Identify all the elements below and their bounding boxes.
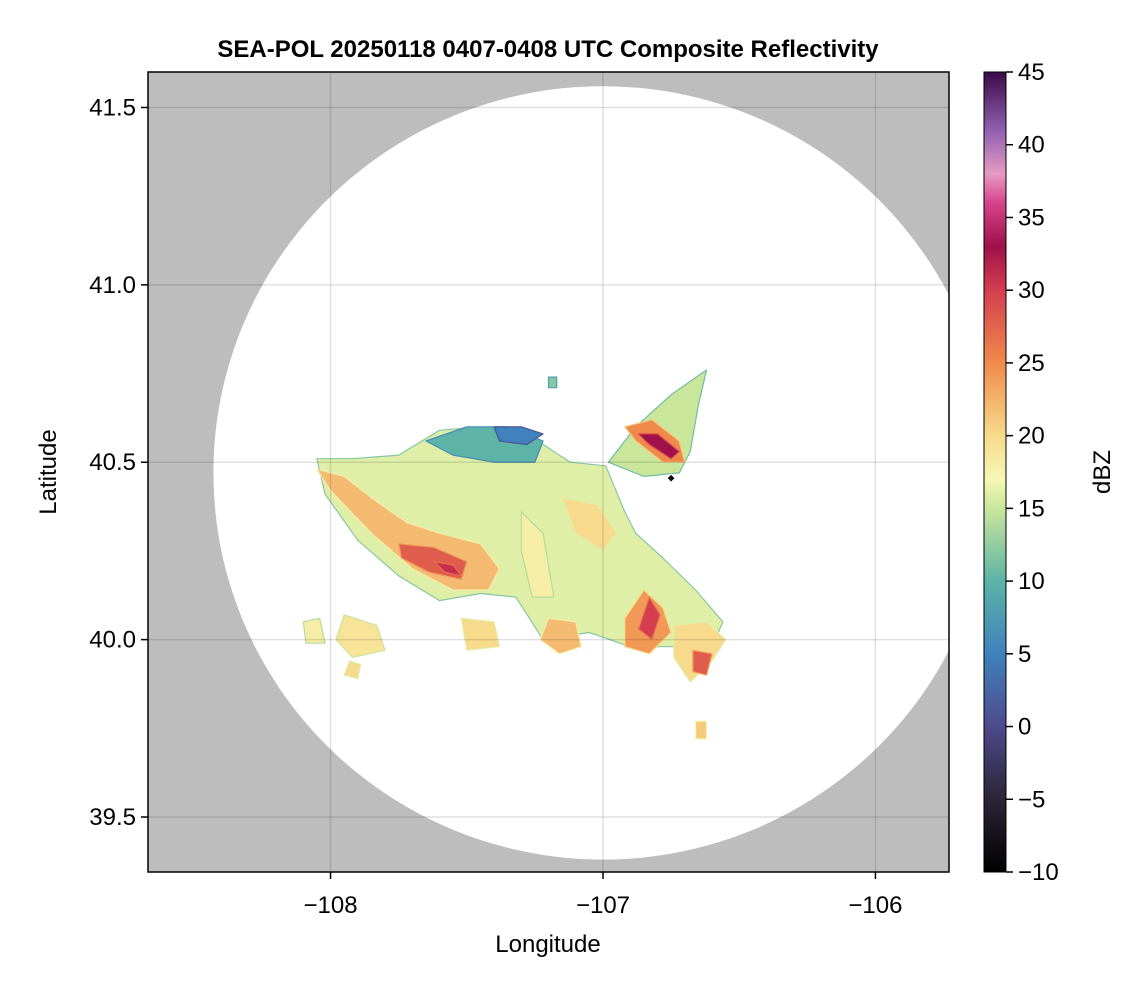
y-tick-label: 40.5 [89, 449, 136, 476]
colorbar-tick-label: 45 [1018, 59, 1045, 86]
colorbar-tick-label: 20 [1018, 423, 1045, 450]
echo-region-north-speck [547, 376, 558, 389]
echo-region-central-ray-streak [520, 511, 555, 598]
colorbar-tick-label: 40 [1018, 132, 1045, 159]
chart-title: SEA-POL 20250118 0407-0408 UTC Composite… [217, 36, 879, 63]
x-axis-label: Longitude [495, 931, 600, 958]
x-tick-label: −108 [304, 892, 358, 919]
echo-region-south-cell-1 [539, 617, 582, 655]
x-axis: −108 −107 −106 [304, 872, 902, 919]
y-axis-label: Latitude [35, 429, 62, 514]
echo-region-south-cell-2 [460, 617, 501, 651]
echo-region-west-peak [433, 560, 462, 577]
colorbar-tick-label: 30 [1018, 277, 1045, 304]
x-tick-label: −107 [576, 892, 630, 919]
echo-region-central-echo [561, 497, 618, 552]
y-tick-label: 41.0 [89, 272, 136, 299]
y-axis: 39.5 40.0 40.5 41.0 41.5 [89, 94, 148, 831]
echo-region-east-cell-core [692, 649, 713, 676]
colorbar-tick-label: 15 [1018, 495, 1045, 522]
colorbar-gradient [984, 72, 1006, 872]
echo-region-northwest-edge-echo [493, 426, 544, 446]
echo-region-southwest-speck [343, 660, 362, 680]
colorbar-tick-label: 0 [1018, 714, 1031, 741]
echo-region-southeast-cell-core [637, 596, 661, 641]
echo-region-south-speck [694, 720, 708, 740]
site-marker [666, 473, 676, 483]
y-tick-label: 40.0 [89, 627, 136, 654]
colorbar-label: dBZ [1089, 450, 1116, 494]
colorbar-tick-label: 5 [1018, 641, 1031, 668]
plot-area [148, 72, 949, 872]
colorbar-ticks: −10 −5 0 5 10 15 20 25 30 35 40 45 [1006, 59, 1059, 886]
colorbar-tick-label: −10 [1018, 859, 1059, 886]
y-tick-label: 39.5 [89, 804, 136, 831]
echo-region-southwest-cell-2 [302, 617, 326, 644]
marker-layer [666, 473, 676, 483]
colorbar-tick-label: 35 [1018, 204, 1045, 231]
colorbar-frame [983, 71, 1007, 873]
echo-region-southwest-cell-1 [335, 614, 386, 659]
colorbar-tick-label: −5 [1018, 786, 1045, 813]
colorbar: −10 −5 0 5 10 15 20 25 30 35 40 45 dBZ [983, 59, 1116, 886]
y-tick-label: 41.5 [89, 94, 136, 121]
plot-frame [147, 71, 950, 873]
colorbar-tick-label: 10 [1018, 568, 1045, 595]
x-tick-label: −106 [848, 892, 902, 919]
echo-layer [302, 369, 727, 740]
colorbar-tick-label: 25 [1018, 350, 1045, 377]
echo-region-northeast-arm-peak [637, 433, 680, 460]
gridlines [148, 72, 949, 872]
